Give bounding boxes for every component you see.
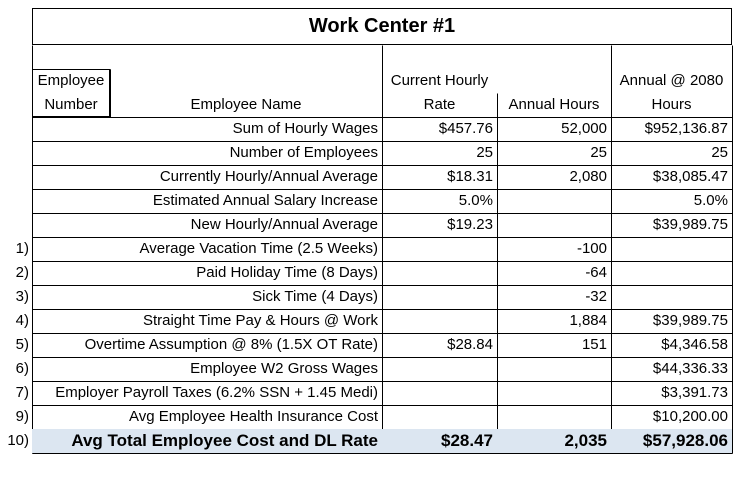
header-employee-number-text: Employee Number	[32, 69, 110, 117]
cell-label[interactable]: Employer Payroll Taxes (6.2% SSN + 1.45 …	[55, 384, 378, 401]
header-employee-line1: Employee	[37, 72, 105, 89]
header-hourly-rate: Current Hourly Rate	[382, 69, 497, 117]
cell-annual[interactable]	[611, 237, 732, 261]
cell-label[interactable]: Average Vacation Time (2.5 Weeks)	[139, 240, 378, 257]
cell-rate[interactable]: $28.84	[447, 336, 493, 353]
header-annual-line2: Hours	[651, 96, 692, 113]
cell-hours[interactable]: 151	[581, 336, 607, 353]
cell-label[interactable]: Currently Hourly/Annual Average	[159, 168, 378, 185]
cell-rate[interactable]	[382, 381, 497, 405]
cell-label[interactable]: Estimated Annual Salary Increase	[152, 192, 378, 209]
cell-hours[interactable]: -32	[585, 288, 607, 305]
header-annual-line1: Annual @ 2080	[619, 72, 724, 89]
cell-label[interactable]: Sum of Hourly Wages	[232, 120, 378, 137]
row-number: 1)	[15, 240, 29, 257]
row-number: 10)	[7, 432, 29, 449]
cell-annual[interactable]: $39,989.75	[652, 312, 728, 329]
cell-annual[interactable]: $44,336.33	[652, 360, 728, 377]
cell-rate[interactable]	[382, 405, 497, 429]
cell-rate[interactable]: $28.47	[382, 429, 497, 453]
cell-label[interactable]: Employee W2 Gross Wages	[190, 360, 378, 377]
cell-hours[interactable]	[497, 357, 611, 381]
cell-label[interactable]: Number of Employees	[229, 144, 378, 161]
cell-rate[interactable]	[382, 285, 497, 309]
header-employee-line2: Number	[44, 96, 98, 113]
cell-annual[interactable]: 25	[711, 144, 728, 161]
header-annual-2080: Annual @ 2080 Hours	[611, 69, 732, 117]
cell-rate[interactable]	[382, 357, 497, 381]
cell-hours[interactable]: -100	[576, 240, 607, 257]
row-number: 7)	[15, 384, 29, 401]
cell-rate[interactable]: $18.31	[447, 168, 493, 185]
cell-rate[interactable]: $457.76	[438, 120, 493, 137]
cell-hours[interactable]: 2,080	[569, 168, 607, 185]
cell-annual[interactable]: $39,989.75	[652, 216, 728, 233]
cell-hours[interactable]	[497, 213, 611, 237]
row-number: 3)	[15, 288, 29, 305]
header-rate-line2: Rate	[423, 96, 456, 113]
cell-hours[interactable]	[497, 189, 611, 213]
cell-annual[interactable]: 5.0%	[693, 192, 728, 209]
sheet-title: Work Center #1	[32, 8, 732, 45]
cell-annual[interactable]: $10,200.00	[652, 408, 728, 425]
cell-annual[interactable]: $38,085.47	[652, 168, 728, 185]
row-number: 2)	[15, 264, 29, 281]
cell-rate[interactable]	[382, 237, 497, 261]
row-number: 6)	[15, 360, 29, 377]
cell-annual[interactable]: $57,928.06	[611, 429, 732, 453]
cell-rate[interactable]	[382, 261, 497, 285]
cell-label[interactable]: Straight Time Pay & Hours @ Work	[142, 312, 378, 329]
cell-label[interactable]: Avg Total Employee Cost and DL Rate	[32, 429, 382, 453]
cell-hours[interactable]: 2,035	[497, 429, 611, 453]
cell-rate[interactable]	[382, 309, 497, 333]
cell-hours[interactable]: 1,884	[569, 312, 607, 329]
cell-annual[interactable]: $4,346.58	[661, 336, 728, 353]
cell-label[interactable]: New Hourly/Annual Average	[190, 216, 378, 233]
cell-hours[interactable]: 25	[590, 144, 607, 161]
cell-rate[interactable]: $19.23	[447, 216, 493, 233]
cell-label[interactable]: Overtime Assumption @ 8% (1.5X OT Rate)	[84, 336, 378, 353]
cell-hours[interactable]: -64	[585, 264, 607, 281]
cell-hours[interactable]: 52,000	[561, 120, 607, 137]
cell-hours[interactable]	[497, 405, 611, 429]
cell-label[interactable]: Sick Time (4 Days)	[252, 288, 378, 305]
cell-annual[interactable]	[611, 261, 732, 285]
cell-rate[interactable]: 5.0%	[458, 192, 493, 209]
cell-hours[interactable]	[497, 381, 611, 405]
cell-label[interactable]: Paid Holiday Time (8 Days)	[196, 264, 378, 281]
cell-annual[interactable]: $3,391.73	[661, 384, 728, 401]
row-number: 9)	[15, 408, 29, 425]
row-number: 5)	[15, 336, 29, 353]
cell-annual[interactable]	[611, 285, 732, 309]
header-rate-line1: Current Hourly	[390, 72, 489, 89]
cell-annual[interactable]: $952,136.87	[644, 120, 728, 137]
cell-rate[interactable]: 25	[476, 144, 493, 161]
header-employee-name: Employee Name	[190, 96, 302, 113]
row-number: 4)	[15, 312, 29, 329]
cell-label[interactable]: Avg Employee Health Insurance Cost	[128, 408, 378, 425]
header-annual-hours: Annual Hours	[508, 96, 600, 113]
